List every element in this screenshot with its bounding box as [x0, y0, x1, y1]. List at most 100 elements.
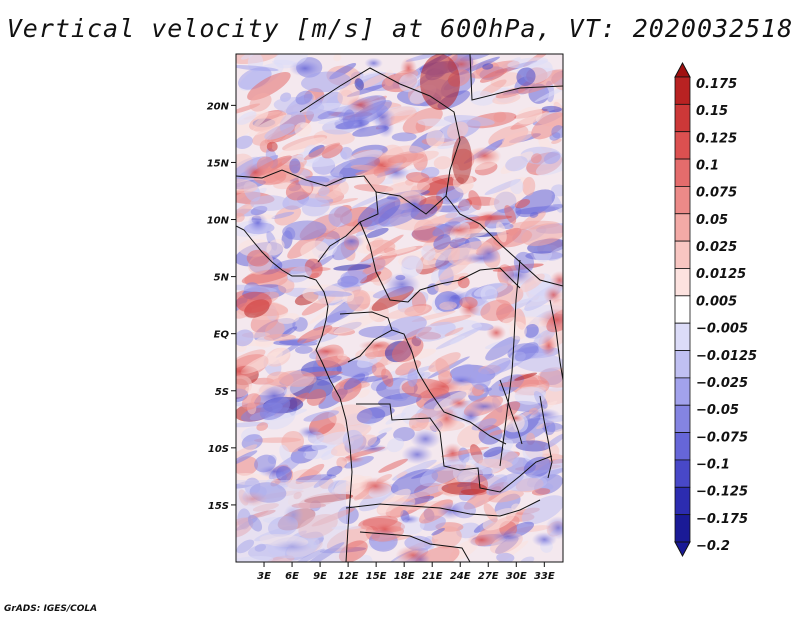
field-cell [300, 240, 329, 260]
field-cell [241, 268, 291, 285]
lat-tick-label: 5N [214, 273, 230, 284]
field-cell [346, 96, 375, 114]
field-cell [258, 464, 292, 478]
field-cell [543, 285, 563, 305]
field-cell [278, 370, 317, 387]
colorbar-label: −0.025 [696, 376, 748, 391]
field-cell [520, 556, 535, 562]
map-panel [235, 53, 564, 563]
lon-tick-label: 27E [478, 571, 499, 582]
colorbar-label: 0.175 [696, 77, 737, 92]
field-cell [441, 482, 488, 496]
coastline-east [549, 299, 563, 381]
field-cell [479, 68, 508, 83]
field-cell [236, 65, 279, 72]
field-cell [537, 308, 563, 332]
field-cell [306, 300, 345, 326]
colorbar-label: −0.005 [696, 322, 748, 337]
field-cell [378, 427, 393, 434]
field-cell [357, 197, 401, 227]
field-cell [337, 353, 348, 360]
lon-tick-label: 9E [313, 571, 327, 582]
field-cell [365, 227, 389, 239]
field-cell [385, 180, 431, 197]
field-cell [301, 542, 345, 562]
field-cell [236, 480, 346, 562]
field-cell [378, 458, 408, 473]
field-cell [407, 368, 418, 387]
field-cell [529, 211, 539, 218]
field-cell [356, 407, 386, 424]
colorbar-label: −0.1 [696, 457, 730, 472]
map-title: Vertical velocity [m/s] at 600hPa, VT: 2… [6, 14, 794, 43]
field-cell [303, 142, 341, 160]
lat-tick-label: 15N [207, 158, 230, 169]
field-cell [360, 271, 382, 284]
field-cell [395, 359, 422, 376]
field-cell [511, 503, 521, 511]
field-cell [365, 154, 399, 176]
field-cell [523, 456, 552, 478]
field-cell [359, 72, 389, 89]
field-cell [289, 60, 321, 77]
field-cell [503, 475, 548, 492]
colorbar-segment [674, 131, 691, 160]
field-cell [236, 111, 257, 125]
field-cell [473, 210, 508, 225]
field-cell [271, 211, 295, 220]
field-cell [483, 446, 504, 458]
credit-label: GrADS: IGES/COLA [4, 604, 98, 614]
colorbar-label: 0.0125 [696, 267, 746, 282]
field-cell [364, 57, 383, 69]
field-cell [419, 459, 467, 487]
field-cell [397, 514, 420, 525]
field-cell [236, 178, 258, 193]
field-cell [396, 471, 408, 479]
field-cell [468, 190, 482, 211]
lon-tick-label: 30E [506, 571, 527, 582]
field-cell [382, 315, 427, 341]
field-cell [543, 151, 561, 165]
field-cell [236, 517, 254, 538]
field-cell [524, 323, 539, 338]
field-cell [254, 543, 267, 552]
field-cell [298, 514, 338, 539]
field-cell [482, 63, 494, 70]
field-cell [516, 67, 536, 86]
lat-tick-label: 20N [207, 101, 230, 112]
colorbar-label: 0.05 [696, 213, 728, 228]
field-cell [410, 428, 441, 450]
longitude-axis: 3E 6E 9E 12E 15E 18E 21E 24E 27E 30E 33E [257, 562, 555, 582]
border-line [469, 54, 563, 101]
field-cell [540, 334, 557, 358]
border-line [299, 67, 563, 287]
lat-tick-label: 5S [215, 387, 229, 398]
field-cell [301, 197, 330, 217]
field-cell [434, 406, 459, 430]
colorbar-segment [674, 486, 691, 516]
field-cell [297, 425, 322, 439]
field-cell [527, 408, 561, 422]
field-cell [509, 321, 527, 340]
field-cell [294, 345, 313, 354]
field-cell [389, 506, 404, 519]
colorbar-segment [674, 350, 691, 379]
field-cell [480, 299, 513, 321]
field-cell [247, 212, 269, 233]
field-cell [476, 357, 511, 382]
field-cell [415, 321, 456, 342]
colorbar-label: 0.025 [696, 240, 737, 255]
field-cell [531, 153, 542, 164]
field-cell [236, 201, 255, 220]
field-cell [377, 488, 411, 514]
field-cell [354, 78, 364, 91]
field-cell [236, 284, 277, 293]
field-cell [264, 123, 295, 140]
field-cell [544, 433, 563, 449]
field-cell [246, 249, 270, 267]
field-cell [358, 389, 370, 398]
field-cell [441, 442, 464, 464]
field-cell [514, 199, 531, 209]
colorbar-label: 0.1 [696, 159, 719, 174]
field-cell [501, 130, 534, 145]
